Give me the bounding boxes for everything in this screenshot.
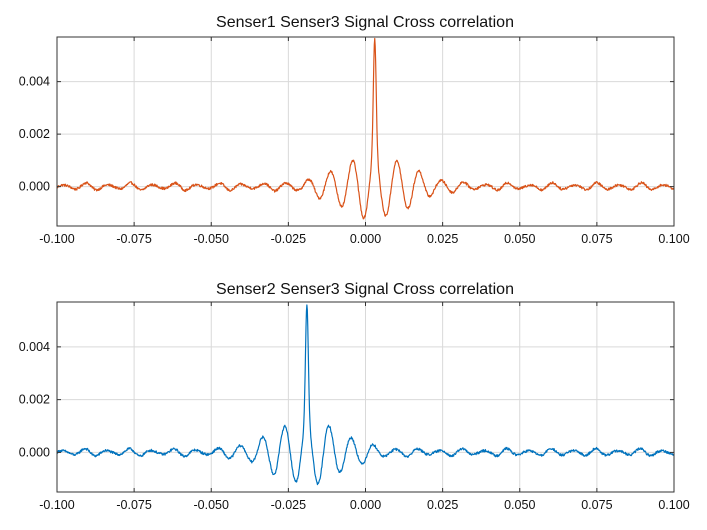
tick-labels: -0.100 -0.075 -0.050 -0.025 0.000 0.025 0.050 0…: [19, 75, 690, 246]
grid: [57, 302, 674, 492]
y-tick-label: 0.000: [19, 180, 50, 194]
series-group: [56, 304, 675, 486]
chart-senser1-senser3: Senser1 Senser3 Signal Cross correlation…: [19, 14, 690, 246]
x-tick-label: 0.050: [504, 498, 535, 512]
y-tick-label: 0.002: [19, 127, 50, 141]
grid: [57, 37, 674, 226]
series-line: [56, 304, 675, 486]
x-tick-label: -0.100: [39, 232, 74, 246]
x-tick-label: 0.025: [427, 232, 458, 246]
chart-title: Senser1 Senser3 Signal Cross correlation: [216, 14, 514, 31]
tick-marks: [56, 37, 675, 226]
series-line: [56, 37, 675, 220]
x-tick-label: 0.000: [350, 232, 381, 246]
series-group: [56, 37, 675, 220]
x-tick-label: 0.025: [427, 498, 458, 512]
y-tick-label: 0.004: [19, 75, 50, 89]
x-tick-label: 0.000: [350, 498, 381, 512]
x-tick-label: 0.100: [658, 498, 689, 512]
y-tick-label: 0.000: [19, 445, 50, 459]
x-tick-label: 0.075: [581, 232, 612, 246]
x-tick-label: -0.050: [194, 498, 229, 512]
x-tick-label: -0.025: [271, 498, 306, 512]
x-tick-label: -0.050: [194, 232, 229, 246]
y-tick-label: 0.004: [19, 340, 50, 354]
tick-marks: [56, 302, 675, 492]
x-tick-label: -0.075: [116, 498, 151, 512]
x-tick-label: -0.075: [116, 232, 151, 246]
chart-senser2-senser3: Senser2 Senser3 Signal Cross correlation…: [19, 281, 690, 512]
x-tick-label: -0.100: [39, 498, 74, 512]
tick-labels: -0.100 -0.075 -0.050 -0.025 0.000 0.025 0.050 0…: [19, 340, 690, 512]
x-tick-label: 0.075: [581, 498, 612, 512]
x-tick-label: 0.100: [658, 232, 689, 246]
y-tick-label: 0.002: [19, 393, 50, 407]
x-tick-label: 0.050: [504, 232, 535, 246]
x-tick-label: -0.025: [271, 232, 306, 246]
chart-title: Senser2 Senser3 Signal Cross correlation: [216, 281, 514, 298]
